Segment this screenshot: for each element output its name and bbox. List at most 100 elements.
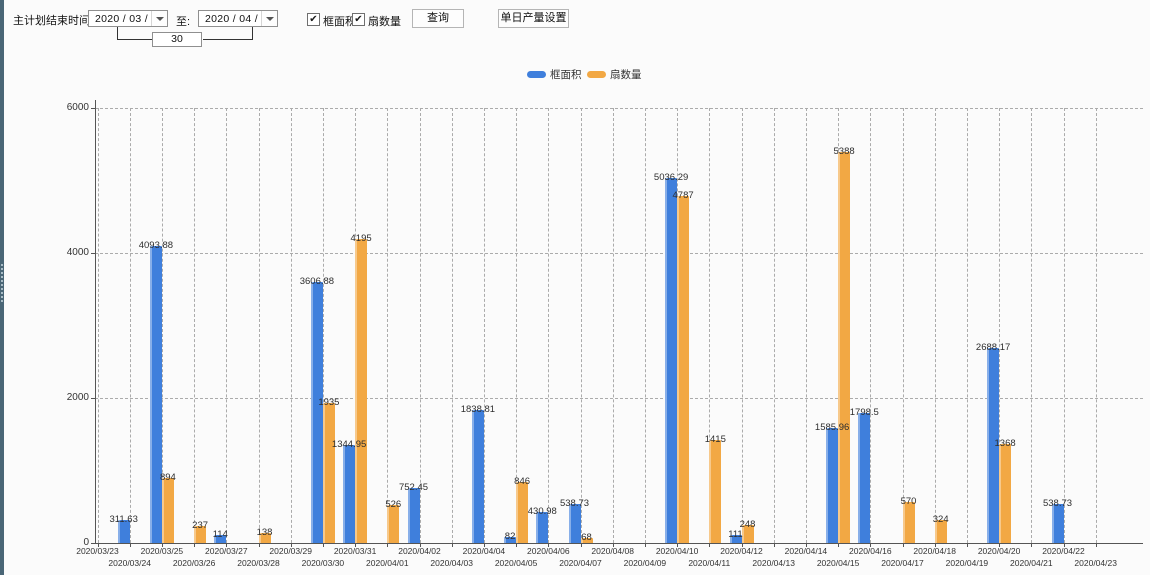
frame-area-bar[interactable] (504, 537, 517, 543)
frame-area-bar[interactable] (568, 503, 581, 543)
fan-count-bar[interactable] (258, 532, 271, 543)
x-axis-tick (419, 543, 421, 547)
fan-count-bar[interactable] (902, 501, 915, 543)
bar-value-label: 5036.29 (653, 171, 689, 183)
vertical-gridline (290, 108, 292, 543)
x-axis-tick (97, 543, 99, 547)
date-range-connector-line (117, 39, 152, 40)
query-button[interactable]: 查询 (412, 9, 464, 28)
fan-count-bar[interactable] (709, 440, 722, 543)
frame-area-bar[interactable] (826, 428, 839, 543)
bar-value-label: 846 (514, 475, 531, 487)
vertical-gridline (773, 108, 775, 543)
frame-area-bar[interactable] (987, 348, 1000, 543)
x-axis-date-label: 2020/04/13 (752, 558, 795, 568)
frame-area-bar[interactable] (149, 246, 162, 543)
frame-area-bar[interactable] (1051, 503, 1064, 543)
x-axis-date-label: 2020/04/23 (1074, 558, 1117, 568)
x-axis-tick (355, 543, 357, 547)
fan-count-bar[interactable] (387, 504, 400, 543)
fan-count-checkbox[interactable]: ✔ (352, 13, 365, 26)
fan-count-checkbox-label[interactable]: 扇数量 (368, 16, 401, 28)
x-axis-tick (580, 543, 582, 547)
fan-count-bar[interactable] (194, 525, 207, 543)
bar-value-label: 570 (900, 495, 917, 507)
frame-area-bar[interactable] (310, 281, 323, 543)
check-icon: ✔ (354, 14, 363, 25)
horizontal-gridline (95, 398, 1143, 399)
frame-area-bar[interactable] (536, 511, 549, 543)
fan-count-bar[interactable] (677, 195, 690, 543)
vertical-gridline (1031, 108, 1033, 543)
bar-value-label: 538.73 (559, 497, 590, 509)
frame-area-bar[interactable] (665, 177, 678, 543)
daily-output-settings-button[interactable]: 单日产量设置 (498, 9, 569, 28)
vertical-gridline (612, 108, 614, 543)
x-axis-date-label: 2020/03/28 (237, 558, 280, 568)
bar-value-label: 1798.5 (849, 406, 879, 418)
frame-area-bar[interactable] (407, 488, 420, 543)
x-axis-tick (677, 543, 679, 547)
vertical-gridline (580, 108, 582, 543)
vertical-gridline (97, 108, 99, 543)
start-date-value: 2020 / 03 / 24 (95, 13, 164, 25)
to-label: 至: (176, 16, 191, 28)
left-splitter[interactable] (0, 0, 4, 575)
splitter-grip-icon (1, 264, 3, 304)
x-axis-tick (838, 543, 840, 547)
bar-value-label: 1415 (704, 434, 726, 446)
x-axis-date-label: 2020/04/20 (977, 546, 1021, 556)
bar-value-label: 1585.96 (814, 421, 850, 433)
x-axis-date-label: 2020/04/11 (688, 558, 731, 568)
start-date-picker[interactable]: 2020 / 03 / 24 (88, 10, 168, 27)
start-date-dropdown-button[interactable] (151, 11, 167, 26)
frame-area-bar[interactable] (117, 520, 130, 543)
vertical-gridline (999, 108, 1001, 543)
fan-count-bar[interactable] (161, 478, 174, 543)
end-date-picker[interactable]: 2020 / 04 / 23 (198, 10, 278, 27)
x-axis-date-label: 2020/04/04 (462, 546, 506, 556)
x-axis-date-label: 2020/04/07 (559, 558, 602, 568)
frame-area-bar[interactable] (214, 534, 227, 543)
frame-area-bar[interactable] (471, 409, 484, 543)
frame-area-checkbox-label[interactable]: 框面积 (323, 16, 356, 28)
interval-days-input[interactable]: 30 (152, 32, 202, 47)
frame-area-checkbox[interactable]: ✔ (307, 13, 320, 26)
x-axis-date-label: 2020/03/23 (76, 546, 119, 556)
vertical-gridline (258, 108, 260, 543)
bar-value-label: 4195 (350, 232, 372, 244)
fan-count-bar[interactable] (741, 525, 754, 543)
end-date-dropdown-button[interactable] (261, 11, 277, 26)
bar-value-label: 5388 (833, 146, 855, 158)
fan-count-bar[interactable] (838, 152, 851, 543)
fan-count-bar[interactable] (516, 481, 529, 543)
x-axis-date-label: 2020/04/09 (623, 558, 667, 568)
bar-value-label: 1344.95 (331, 439, 367, 451)
bar-value-label: 3606.88 (299, 275, 335, 287)
x-axis-date-label: 2020/04/14 (784, 546, 828, 556)
check-icon: ✔ (309, 14, 318, 25)
bar-value-label: 4093.88 (138, 240, 174, 252)
vertical-gridline (548, 108, 550, 543)
x-axis-tick (644, 543, 646, 547)
vertical-gridline (934, 108, 936, 543)
vertical-gridline (129, 108, 131, 543)
fan-count-bar[interactable] (999, 443, 1012, 543)
x-axis-date-label: 2020/04/16 (849, 546, 892, 556)
bar-value-label: 138 (256, 526, 273, 538)
legend-label-fan-count: 扇数量 (610, 69, 642, 81)
bar-value-label: 894 (159, 472, 176, 484)
fan-count-bar[interactable] (355, 238, 368, 543)
frame-area-bar[interactable] (858, 412, 871, 543)
fan-count-bar[interactable] (580, 538, 593, 543)
frame-area-bar[interactable] (343, 445, 356, 543)
x-axis-tick (999, 543, 1001, 547)
fan-count-bar[interactable] (322, 402, 335, 543)
date-range-connector-line (203, 39, 253, 40)
vertical-gridline (1095, 108, 1097, 543)
x-axis-tick (129, 543, 131, 547)
fan-count-bar[interactable] (934, 519, 947, 543)
frame-area-bar[interactable] (729, 534, 742, 543)
bar-value-label: 752.45 (398, 482, 429, 494)
